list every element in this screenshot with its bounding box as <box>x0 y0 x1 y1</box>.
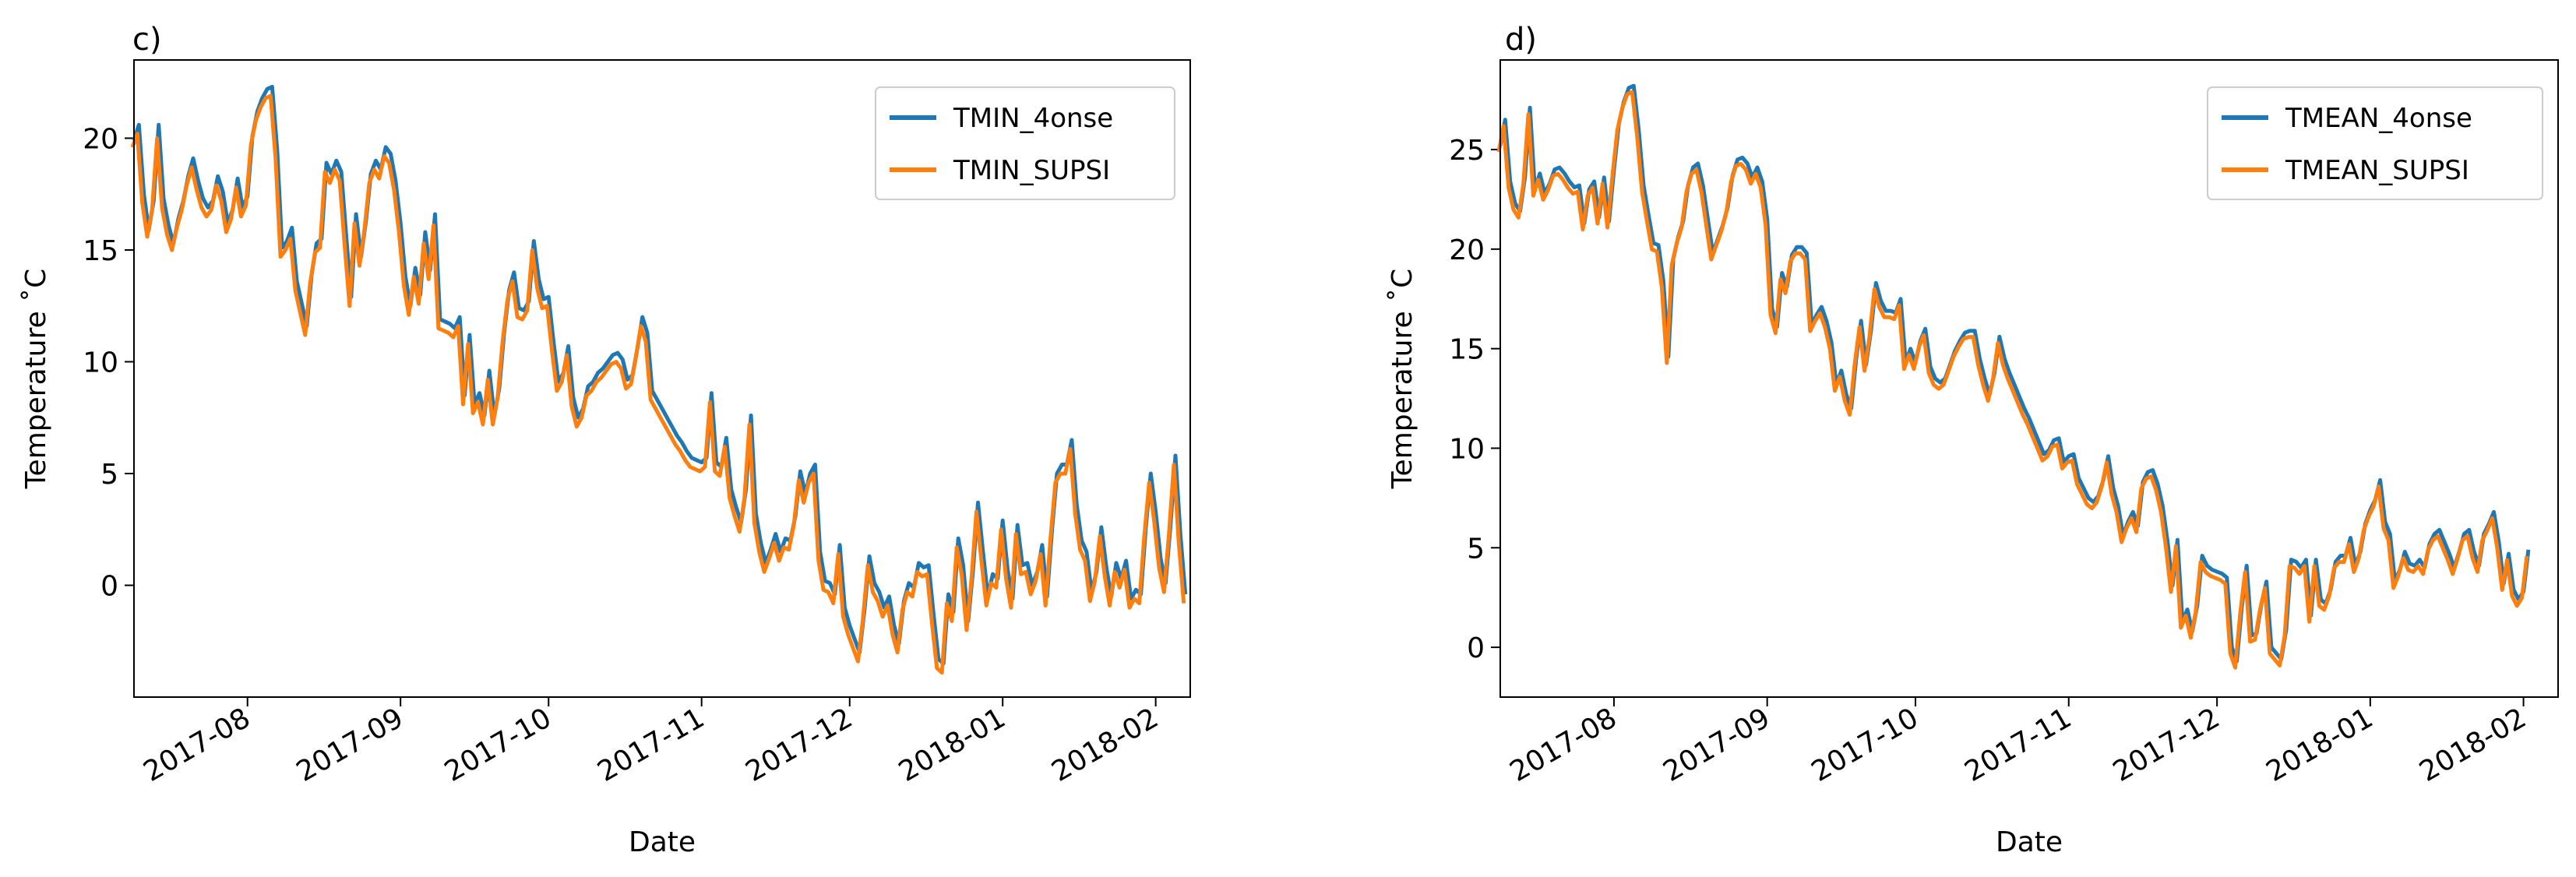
panel-d-legend: TMEAN_4onse TMEAN_SUPSI <box>2207 86 2543 200</box>
x-tick-label: 2018-01 <box>893 702 1011 788</box>
legend-label-tmean-4onse: TMEAN_4onse <box>2285 103 2472 134</box>
y-tick-label: 20 <box>83 123 118 155</box>
x-tick-label: 2017-11 <box>592 702 710 788</box>
x-tick-label: 2018-01 <box>2261 702 2379 788</box>
panel-c-ticks: 0 5 10 15 20 2017-08 2017-09 2017-10 2017-11 2017… <box>83 123 1164 788</box>
y-tick-label: 15 <box>1449 334 1485 366</box>
panel-c-plot-area <box>130 84 1188 675</box>
panel-c: c) 0 5 10 15 20 2017-08 2017-09 2017-10 2017-11 2… <box>20 22 1191 858</box>
panel-c-legend: TMIN_4onse TMIN_SUPSI <box>875 86 1175 200</box>
y-tick-label: 5 <box>1467 533 1485 565</box>
panel-c-x-axis-label: Date <box>629 826 696 858</box>
x-tick-label: 2017-11 <box>1959 702 2077 788</box>
legend-label-tmin-4onse: TMIN_4onse <box>953 103 1113 134</box>
x-tick-label: 2018-02 <box>1046 702 1164 788</box>
y-tick-label: 10 <box>83 347 118 379</box>
panel-c-axes-frame <box>133 59 1191 698</box>
panel-c-y-axis-label: Temperature ˚C <box>20 269 52 490</box>
panel-d-label: d) <box>1505 22 1537 58</box>
legend-box <box>875 86 1175 200</box>
panel-d-axes-frame <box>1499 59 2559 698</box>
series-line-tmean-supsi <box>1496 90 2529 670</box>
x-tick-label: 2017-10 <box>1806 702 1924 788</box>
series-line-tmin-supsi <box>130 93 1186 675</box>
x-tick-label: 2017-08 <box>138 702 255 788</box>
y-tick-label: 20 <box>1449 234 1485 266</box>
y-tick-label: 5 <box>100 459 118 491</box>
y-tick-label: 0 <box>1467 632 1485 664</box>
panel-d: d) 0 5 10 15 20 25 2017-08 2017-09 2017-10 2017-1… <box>1387 22 2559 858</box>
legend-label-tmin-supsi: TMIN_SUPSI <box>953 155 1110 186</box>
panel-d-plot-area <box>1496 83 2531 670</box>
panel-d-y-axis-label: Temperature ˚C <box>1387 269 1418 490</box>
x-tick-label: 2018-02 <box>2414 702 2532 788</box>
x-tick-label: 2017-10 <box>439 702 557 788</box>
legend-box <box>2207 86 2543 200</box>
panel-d-x-axis-label: Date <box>1996 826 2063 858</box>
x-tick-label: 2017-12 <box>741 702 858 788</box>
panel-c-label: c) <box>132 22 162 58</box>
x-tick-label: 2017-08 <box>1505 702 1623 788</box>
y-tick-label: 15 <box>83 235 118 267</box>
x-tick-label: 2017-09 <box>291 702 409 788</box>
legend-label-tmean-supsi: TMEAN_SUPSI <box>2285 155 2469 186</box>
y-tick-label: 10 <box>1449 433 1485 465</box>
y-tick-label: 0 <box>100 570 118 602</box>
x-tick-label: 2017-09 <box>1658 702 1775 788</box>
panel-d-ticks: 0 5 10 15 20 25 2017-08 2017-09 2017-10 2017-11 20… <box>1449 135 2532 788</box>
y-tick-label: 25 <box>1449 135 1485 167</box>
x-tick-label: 2017-12 <box>2108 702 2225 788</box>
